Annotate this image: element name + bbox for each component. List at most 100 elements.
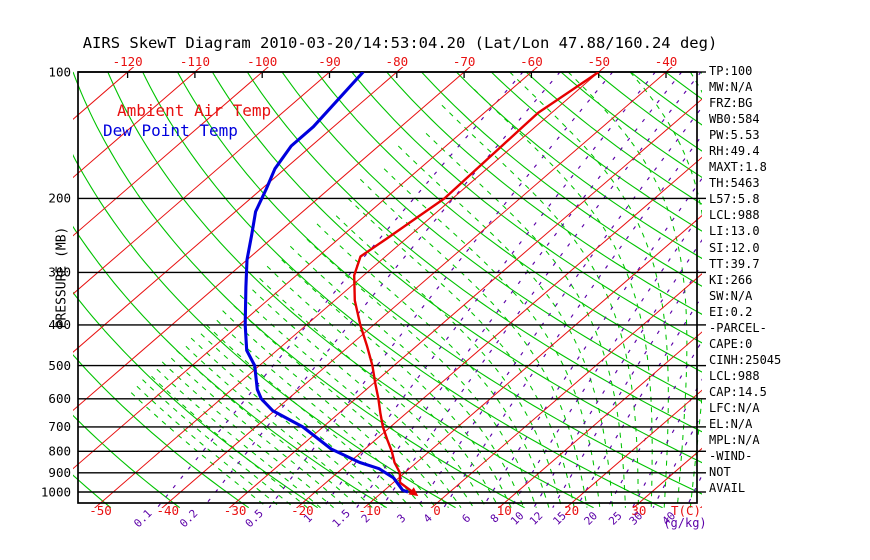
stats-line: EI:0.2 (709, 304, 753, 319)
dry-adiabat-line (73, 354, 250, 508)
stats-line: TT:39.7 (709, 256, 760, 271)
stats-line: AVAIL (709, 481, 746, 496)
isotherm-line (73, 67, 539, 470)
isotherm-line (93, 67, 606, 508)
moist-adiabat-line (281, 259, 512, 508)
mixing-ratio-tick-label: 12 (527, 509, 546, 528)
stats-line: RH:49.4 (709, 144, 760, 159)
background-grid (0, 67, 702, 508)
moist-adiabat-line (136, 385, 282, 508)
plot-frame (77, 71, 698, 504)
pressure-axis-label: PRESSURE (MB) (54, 226, 70, 329)
top-temp-tick-label: -110 (180, 54, 210, 69)
mixing-ratio-line (322, 71, 656, 508)
top-temp-tick-label: -40 (655, 54, 678, 69)
bottom-temp-tick-label: 0 (433, 503, 441, 518)
pressure-tick-label: 400 (48, 317, 71, 332)
dry-adiabat-line (73, 154, 456, 508)
pressure-tick-label: 200 (48, 191, 71, 206)
stats-line: MPL:N/A (709, 433, 760, 448)
pressure-tick-label: 900 (48, 465, 71, 480)
dry-adiabat-line (73, 414, 181, 508)
isotherm-line (295, 156, 702, 508)
moist-adiabat-line (425, 133, 626, 508)
bottom-temp-tick-label: -10 (358, 503, 381, 518)
moist-adiabat-line (359, 178, 588, 508)
isotherm-line (430, 273, 702, 508)
mixing-ratio-line (156, 71, 524, 508)
moist-adiabat-line (190, 337, 386, 508)
stats-line: MAXT:1.8 (709, 160, 767, 175)
temperature-axis-unit: T(C) (670, 503, 702, 518)
mixing-ratio-tick-label: 6 (459, 512, 473, 526)
mixing-ratio-line (510, 211, 702, 508)
dry-adiabat-line (73, 225, 387, 508)
stats-line: WB0:584 (709, 112, 760, 127)
stats-line: CINH:25045 (709, 352, 782, 367)
isotherm-line (363, 214, 702, 508)
dry-adiabat-line (246, 71, 702, 433)
sounding-profiles (243, 72, 600, 497)
moist-adiabat-line (233, 305, 449, 508)
isotherm-line (73, 67, 337, 295)
pressure-tick-label: 1000 (41, 484, 71, 499)
pressure-tick-label: 500 (48, 358, 71, 373)
moist-adiabat-line (176, 350, 360, 508)
isotherm-line (73, 67, 269, 237)
mixing-ratio-line (380, 71, 702, 508)
pressure-tick-label: 100 (48, 64, 71, 79)
legend-dew-point-temp: Dew Point Temp (103, 121, 238, 140)
dry-adiabat-line (281, 71, 702, 403)
stats-line: LFC:N/A (709, 400, 760, 415)
pressure-tick-label: 600 (48, 391, 71, 406)
stats-line: -PARCEL- (709, 320, 767, 335)
dry-adiabat-line (0, 72, 42, 508)
dry-adiabat-line (107, 71, 594, 508)
bottom-temp-tick-label: -50 (89, 503, 112, 518)
dry-adiabat-line (386, 71, 702, 315)
moist-adiabat-line (347, 198, 575, 508)
stats-line: TP:100 (709, 64, 753, 78)
moist-adiabat-line (130, 392, 268, 508)
moist-adiabat-line (222, 310, 437, 508)
legend-ambient-air-temp: Ambient Air Temp (117, 101, 272, 120)
dry-adiabat-line (177, 71, 702, 495)
moist-adiabat-line (170, 357, 347, 508)
dry-adiabat-line (490, 71, 702, 232)
stats-line: CAP:14.5 (709, 384, 767, 399)
moist-adiabat-line (289, 245, 525, 508)
stats-line: MW:N/A (709, 80, 753, 95)
moist-adiabat-line (441, 104, 639, 508)
dry-adiabat-line (351, 71, 702, 344)
page-title: AIRS SkewT Diagram 2010-03-20/14:53:04.2… (82, 34, 718, 52)
dry-adiabat-line (73, 291, 319, 508)
moist-adiabat-line (185, 345, 373, 508)
bottom-temp-tick-label: 10 (497, 503, 512, 518)
moist-adiabat-line (266, 265, 500, 508)
stats-line: EL:N/A (709, 417, 753, 432)
dry-adiabat-line (595, 71, 702, 152)
dry-adiabat-line (525, 71, 702, 205)
mixing-ratio-line (202, 71, 561, 508)
moist-adiabat-line (156, 368, 321, 508)
pressure-tick-label: 800 (48, 444, 71, 459)
bottom-temp-tick-label: -30 (224, 503, 247, 518)
moist-adiabat-line (206, 324, 411, 508)
temp-curve-arrowhead (408, 487, 419, 497)
top-temp-tick-label: -70 (453, 54, 476, 69)
isotherm-line (161, 67, 673, 508)
dew-point-curve (243, 72, 409, 494)
top-temp-tick-label: -100 (247, 54, 277, 69)
dry-adiabat-line (560, 71, 702, 179)
pressure-tick-label: 700 (48, 419, 71, 434)
mixing-ratio-tick-label: 25 (606, 509, 625, 528)
moist-adiabat-line (151, 375, 308, 508)
moist-adiabat-line (142, 379, 295, 508)
stats-line: LI:13.0 (709, 224, 760, 239)
mixing-ratio-tick-label: 20 (582, 509, 601, 528)
moist-adiabat-line (216, 319, 424, 508)
mixing-ratio-tick-label: 0.2 (177, 507, 200, 530)
mixing-ratio-tick-label: 3 (395, 512, 409, 526)
top-temp-tick-label: -80 (386, 54, 409, 69)
